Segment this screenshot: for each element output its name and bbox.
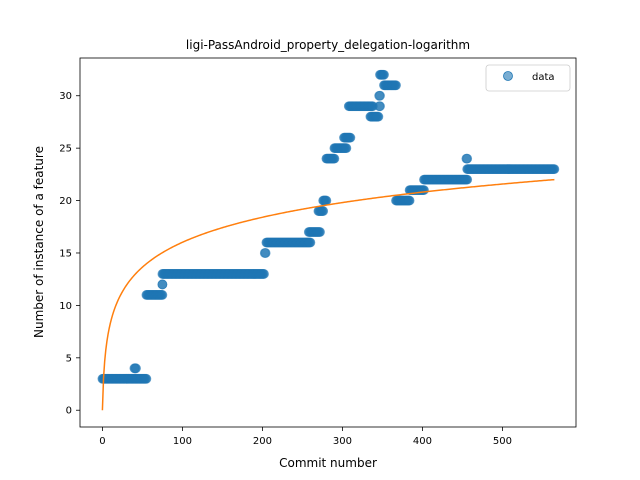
data-point — [375, 101, 385, 112]
y-tick-label: 5 — [66, 353, 72, 364]
data-segment — [339, 132, 356, 143]
data-segment — [462, 164, 560, 175]
data-point — [329, 153, 340, 164]
x-tick-label: 0 — [99, 436, 105, 447]
data-segment — [303, 227, 325, 237]
y-tick-label: 15 — [59, 248, 72, 259]
data-point — [157, 279, 168, 290]
data-segment — [259, 248, 271, 258]
data-segment — [374, 90, 385, 101]
y-tick-label: 30 — [59, 91, 72, 102]
data-segment — [157, 269, 269, 279]
data-segment — [365, 111, 384, 122]
chart-title: ligi-PassAndroid_property_delegation-log… — [186, 38, 470, 52]
x-tick-label: 200 — [253, 436, 272, 447]
data-point — [131, 363, 141, 374]
data-point — [157, 290, 168, 300]
data-segment — [374, 101, 385, 112]
plot-frame — [79, 57, 577, 428]
fit-line — [101, 178, 555, 411]
data-segment — [141, 290, 168, 300]
x-tick-label: 500 — [493, 436, 512, 447]
data-segment — [318, 195, 332, 206]
data-point — [321, 195, 332, 206]
data-point — [318, 206, 329, 216]
legend-label-data: data — [532, 72, 555, 83]
data-point — [379, 69, 389, 80]
y-axis-label: Number of instance of a feature — [32, 146, 46, 338]
data-segment — [129, 363, 141, 374]
data-point — [375, 90, 385, 101]
data-point — [341, 143, 352, 154]
data-segment — [343, 101, 378, 112]
data-point — [315, 227, 325, 237]
x-tick-label: 300 — [333, 436, 352, 447]
data-segment — [97, 373, 152, 384]
data-segment — [419, 174, 473, 185]
data-point — [345, 132, 356, 143]
plot-content — [97, 69, 560, 411]
data-segment — [461, 153, 473, 164]
y-tick-label: 0 — [66, 406, 72, 417]
data-point — [260, 248, 271, 258]
data-point — [141, 373, 152, 384]
x-tick-label: 100 — [173, 436, 192, 447]
y-axis: 0 5 10 15 20 25 30 — [59, 91, 80, 417]
data-segment — [375, 69, 389, 80]
data-point — [419, 185, 429, 195]
y-tick-label: 10 — [59, 301, 72, 312]
data-segment — [313, 206, 329, 216]
data-segment — [261, 237, 316, 248]
data-point — [462, 174, 473, 185]
data-segment — [404, 185, 429, 195]
x-axis-label: Commit number — [279, 456, 377, 470]
data-segment — [391, 195, 415, 206]
y-tick-label: 25 — [59, 144, 72, 155]
data-segment — [157, 279, 168, 290]
data-point — [462, 153, 473, 164]
x-axis: 0 100 200 300 400 500 — [99, 427, 512, 447]
data-segment — [321, 153, 340, 164]
data-point — [259, 269, 269, 279]
legend: data — [485, 64, 571, 92]
data-point — [404, 195, 415, 206]
y-tick-label: 20 — [59, 196, 72, 207]
data-point — [373, 111, 384, 122]
data-point — [391, 80, 401, 91]
data-segment — [329, 143, 352, 154]
legend-box — [485, 64, 571, 92]
legend-marker-data — [503, 71, 513, 81]
x-tick-label: 400 — [413, 436, 432, 447]
data-segment — [379, 80, 401, 91]
data-point — [305, 237, 316, 248]
data-point — [549, 164, 560, 175]
